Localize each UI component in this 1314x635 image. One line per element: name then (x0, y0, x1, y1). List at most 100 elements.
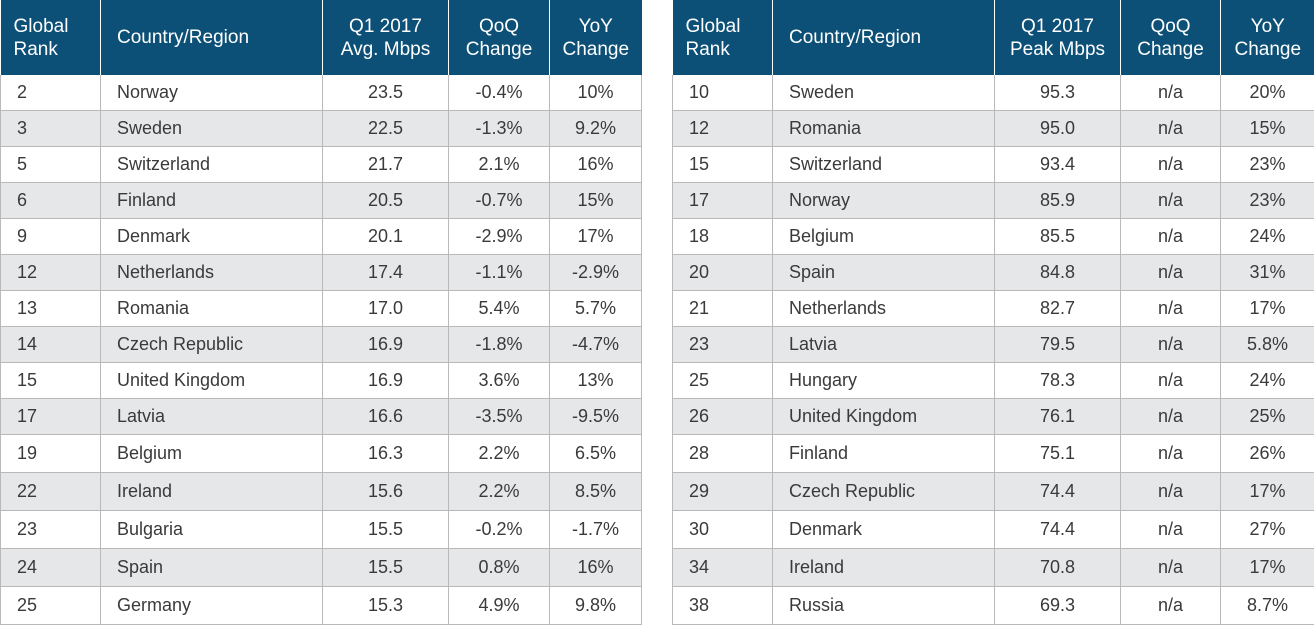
mbps-cell: 74.4 (994, 472, 1121, 511)
table-row: 20 Spain 84.8 n/a 31% (672, 254, 1314, 291)
yoy-change-cell: 5.7% (549, 290, 642, 327)
yoy-change-cell: 5.8% (1220, 326, 1314, 363)
yoy-change-cell: 23% (1220, 182, 1314, 219)
header-global-rank: Global Rank (672, 0, 773, 75)
yoy-change-cell: 17% (1220, 548, 1314, 587)
rank-cell: 24 (0, 548, 101, 587)
table-row: 38 Russia 69.3 n/a 8.7% (672, 586, 1314, 625)
country-cell: Denmark (772, 510, 995, 549)
qoq-change-cell: 4.9% (448, 586, 550, 625)
qoq-change-cell: n/a (1120, 326, 1221, 363)
qoq-change-cell: n/a (1120, 290, 1221, 327)
country-cell: Switzerland (100, 146, 323, 183)
rank-cell: 3 (0, 110, 101, 147)
country-cell: Ireland (100, 472, 323, 511)
rank-cell: 2 (0, 75, 101, 111)
country-cell: Latvia (772, 326, 995, 363)
country-cell: Norway (772, 182, 995, 219)
yoy-change-cell: 17% (1220, 472, 1314, 511)
country-cell: Czech Republic (772, 472, 995, 511)
table-row: 15 Switzerland 93.4 n/a 23% (672, 146, 1314, 183)
table-row: 14 Czech Republic 16.9 -1.8% -4.7% (0, 326, 642, 363)
yoy-change-cell: 27% (1220, 510, 1314, 549)
qoq-change-cell: n/a (1120, 146, 1221, 183)
qoq-change-cell: 3.6% (448, 362, 550, 399)
qoq-change-cell: n/a (1120, 75, 1221, 111)
mbps-cell: 85.5 (994, 218, 1121, 255)
table-row: 29 Czech Republic 74.4 n/a 17% (672, 472, 1314, 511)
qoq-change-cell: n/a (1120, 110, 1221, 147)
yoy-change-cell: 23% (1220, 146, 1314, 183)
mbps-cell: 16.9 (322, 362, 449, 399)
yoy-change-cell: 24% (1220, 362, 1314, 399)
yoy-change-cell: 24% (1220, 218, 1314, 255)
qoq-change-cell: n/a (1120, 398, 1221, 435)
table-row: 23 Latvia 79.5 n/a 5.8% (672, 326, 1314, 363)
yoy-change-cell: 16% (549, 548, 642, 587)
country-cell: Sweden (100, 110, 323, 147)
mbps-cell: 93.4 (994, 146, 1121, 183)
rank-cell: 19 (0, 434, 101, 473)
qoq-change-cell: 0.8% (448, 548, 550, 587)
yoy-change-cell: 25% (1220, 398, 1314, 435)
mbps-cell: 85.9 (994, 182, 1121, 219)
table-row: 6 Finland 20.5 -0.7% 15% (0, 182, 642, 219)
yoy-change-cell: -9.5% (549, 398, 642, 435)
mbps-cell: 69.3 (994, 586, 1121, 625)
mbps-cell: 82.7 (994, 290, 1121, 327)
header-avg-mbps: Q1 2017 Avg. Mbps (322, 0, 449, 75)
mbps-cell: 15.5 (322, 548, 449, 587)
country-cell: Hungary (772, 362, 995, 399)
table-row: 25 Hungary 78.3 n/a 24% (672, 362, 1314, 399)
table-header-row: Global Rank Country/Region Q1 2017 Peak Mb… (672, 0, 1314, 75)
rank-cell: 14 (0, 326, 101, 363)
country-cell: Russia (772, 586, 995, 625)
mbps-cell: 75.1 (994, 434, 1121, 473)
table-row: 17 Norway 85.9 n/a 23% (672, 182, 1314, 219)
yoy-change-cell: 17% (1220, 290, 1314, 327)
table-header-row: Global Rank Country/Region Q1 2017 Avg. Mb… (0, 0, 642, 75)
table-row: 24 Spain 15.5 0.8% 16% (0, 548, 642, 587)
qoq-change-cell: n/a (1120, 254, 1221, 291)
country-cell: United Kingdom (772, 398, 995, 435)
rank-cell: 30 (672, 510, 773, 549)
rank-cell: 29 (672, 472, 773, 511)
table-row: 25 Germany 15.3 4.9% 9.8% (0, 586, 642, 625)
rank-cell: 17 (672, 182, 773, 219)
mbps-cell: 16.6 (322, 398, 449, 435)
country-cell: Switzerland (772, 146, 995, 183)
country-cell: Spain (100, 548, 323, 587)
mbps-cell: 17.0 (322, 290, 449, 327)
table-row: 19 Belgium 16.3 2.2% 6.5% (0, 434, 642, 473)
qoq-change-cell: -2.9% (448, 218, 550, 255)
country-cell: Romania (772, 110, 995, 147)
qoq-change-cell: -0.7% (448, 182, 550, 219)
mbps-cell: 15.6 (322, 472, 449, 511)
yoy-change-cell: 15% (1220, 110, 1314, 147)
rank-cell: 12 (672, 110, 773, 147)
rank-cell: 9 (0, 218, 101, 255)
qoq-change-cell: n/a (1120, 472, 1221, 511)
country-cell: Denmark (100, 218, 323, 255)
rank-cell: 20 (672, 254, 773, 291)
yoy-change-cell: 9.8% (549, 586, 642, 625)
yoy-change-cell: 6.5% (549, 434, 642, 473)
header-country-region: Country/Region (100, 0, 323, 75)
rank-cell: 15 (672, 146, 773, 183)
qoq-change-cell: 2.2% (448, 434, 550, 473)
country-cell: Germany (100, 586, 323, 625)
country-cell: United Kingdom (100, 362, 323, 399)
rank-cell: 22 (0, 472, 101, 511)
table-row: 17 Latvia 16.6 -3.5% -9.5% (0, 398, 642, 435)
mbps-cell: 20.1 (322, 218, 449, 255)
avg-speed-table: Global Rank Country/Region Q1 2017 Avg. Mb… (0, 0, 642, 625)
yoy-change-cell: 8.7% (1220, 586, 1314, 625)
yoy-change-cell: 26% (1220, 434, 1314, 473)
yoy-change-cell: 8.5% (549, 472, 642, 511)
yoy-change-cell: 16% (549, 146, 642, 183)
qoq-change-cell: -1.3% (448, 110, 550, 147)
yoy-change-cell: -1.7% (549, 510, 642, 549)
header-qoq-change: QoQ Change (448, 0, 550, 75)
table-row: 13 Romania 17.0 5.4% 5.7% (0, 290, 642, 327)
rank-cell: 6 (0, 182, 101, 219)
